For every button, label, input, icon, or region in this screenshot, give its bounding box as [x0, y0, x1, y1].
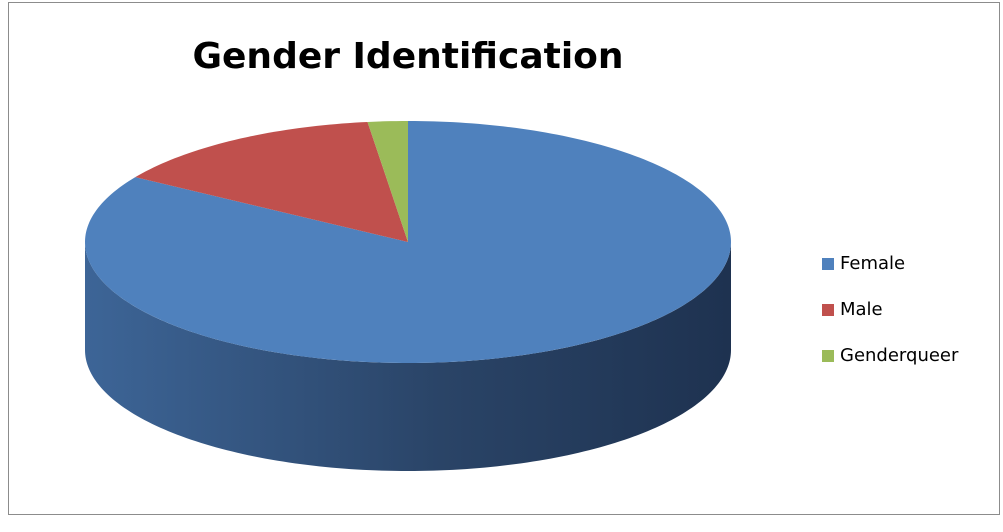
legend-label: Female — [840, 253, 905, 274]
legend-swatch — [822, 304, 834, 316]
pie-slice — [367, 121, 408, 242]
pie-slice — [85, 121, 731, 363]
legend-label: Genderqueer — [840, 345, 959, 366]
chart-title: Gender Identification — [192, 36, 623, 77]
legend-label: Male — [840, 299, 883, 320]
pie-side — [85, 242, 731, 471]
pie-slice — [135, 121, 408, 242]
legend-swatch — [822, 350, 834, 362]
legend-swatch — [822, 258, 834, 270]
